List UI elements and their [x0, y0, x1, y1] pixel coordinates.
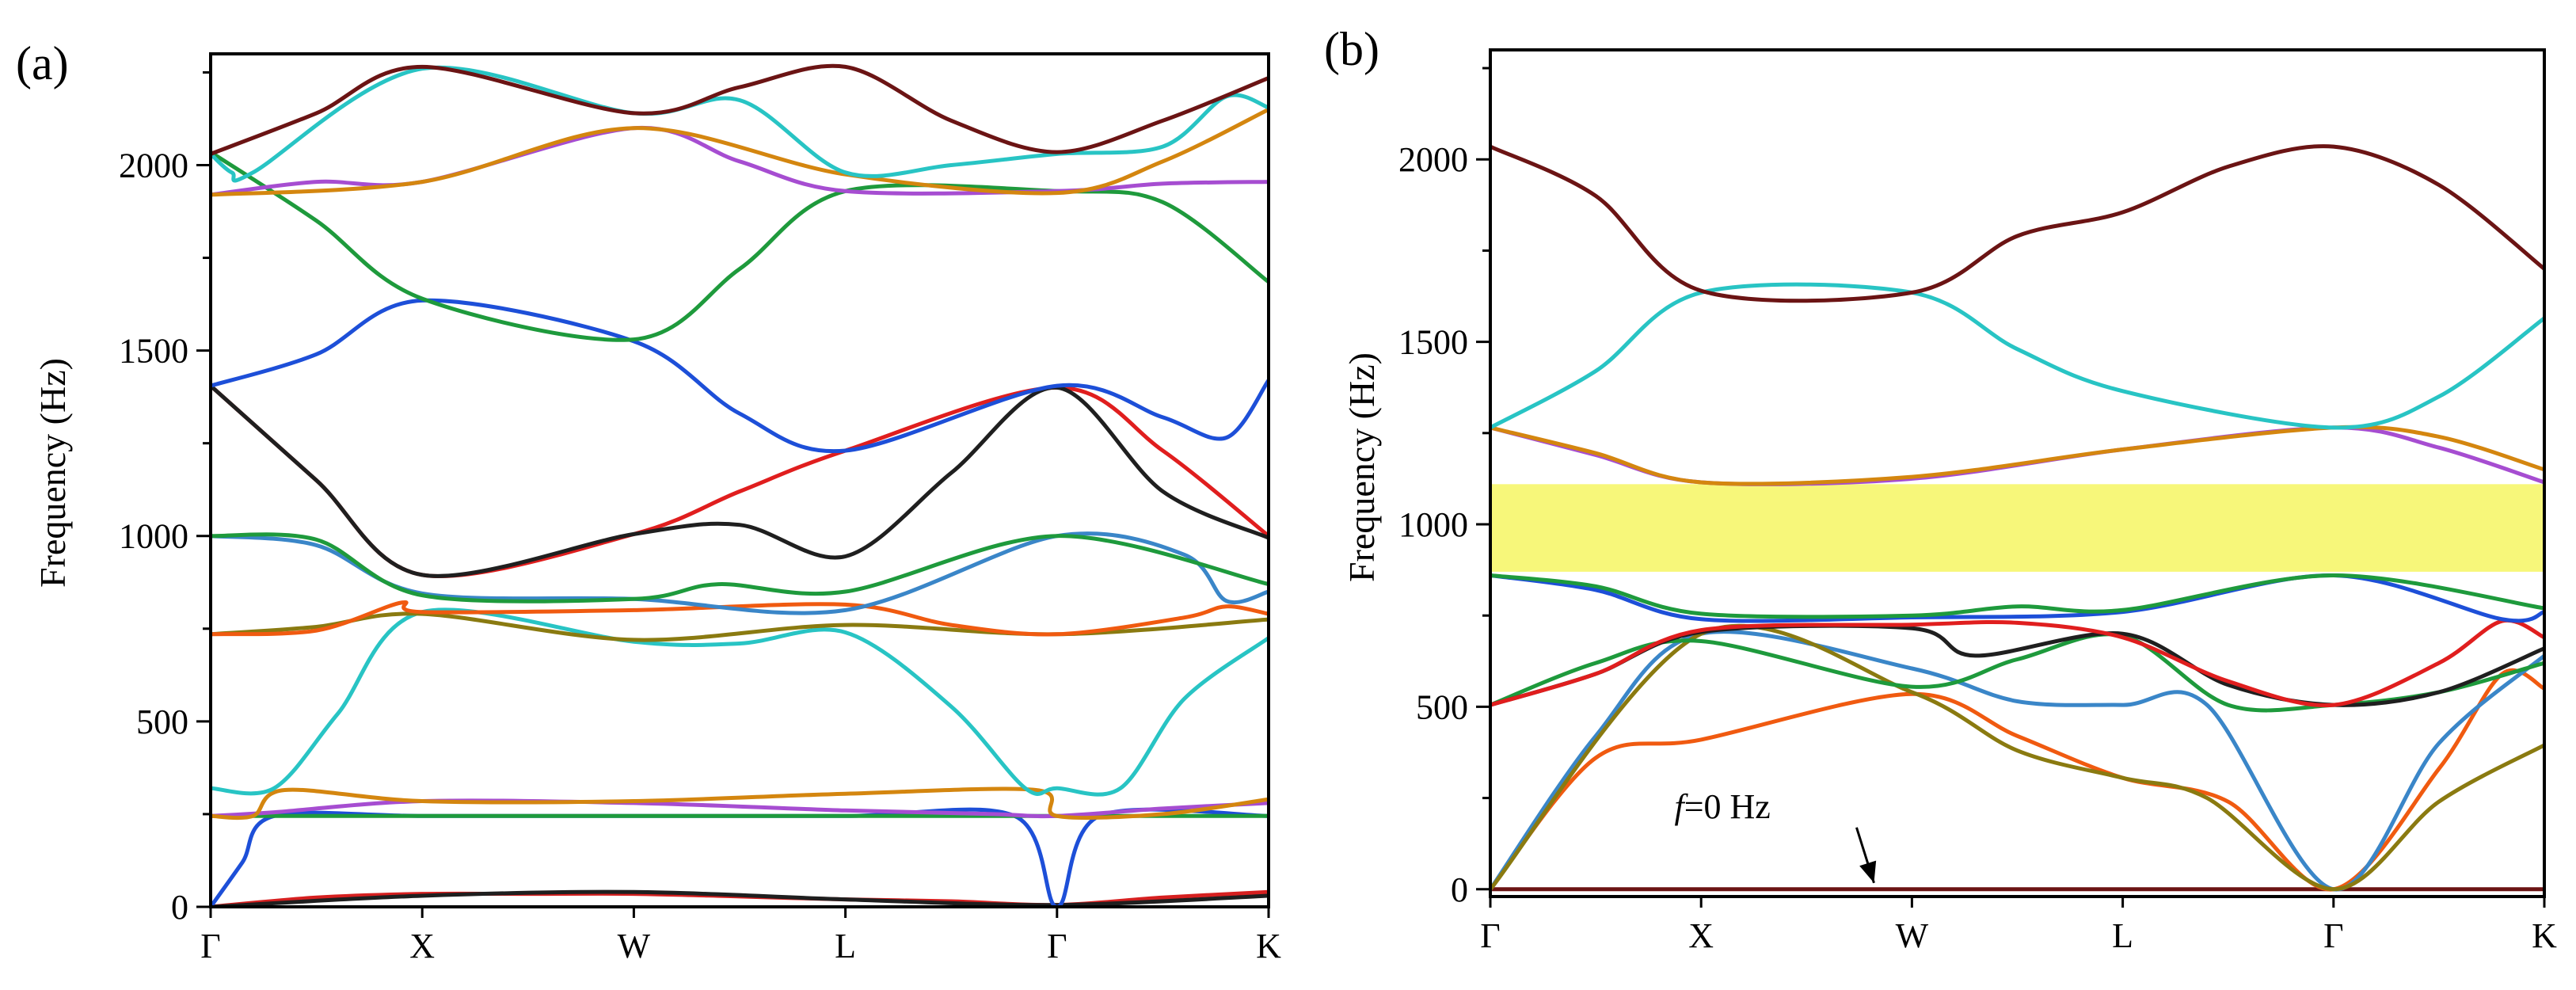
x-tick-label: Γ [1047, 927, 1067, 965]
x-tick-label: W [618, 927, 651, 965]
x-tick-label: X [1688, 916, 1714, 955]
y-tick-label: 1500 [119, 332, 188, 371]
band-line-6 [211, 786, 1269, 821]
x-tick-label: K [2532, 916, 2557, 955]
band-line-16 [211, 125, 1269, 197]
zero-frequency-annotation: f=0 Hz [1674, 787, 1770, 826]
panel-a: (a) Frequency (Hz) 0 500 1000 1500 2000 Γ X W L Γ… [16, 37, 1281, 965]
x-tick-label: Γ [1480, 916, 1500, 955]
x-tick-label: L [835, 927, 856, 965]
x-tick-label: W [1896, 916, 1929, 955]
band-line-10 [211, 531, 1269, 615]
band-line-11 [211, 532, 1269, 604]
band-line-12 [1490, 282, 2544, 430]
band-line-7 [1490, 618, 2544, 708]
band-line-17 [211, 107, 1269, 197]
y-tick-label: 1000 [119, 517, 188, 556]
x-tick-label: L [2112, 916, 2133, 955]
y-tick-label: 500 [1416, 687, 1468, 726]
plot-frame [209, 52, 1270, 908]
panel-a-label: (a) [16, 37, 69, 89]
band-line-9 [211, 600, 1269, 637]
band-line-5 [211, 798, 1269, 819]
x-tick-label: Γ [200, 927, 220, 965]
band-line-11 [1490, 425, 2544, 486]
band-line-15 [211, 150, 1269, 342]
y-tick-label: 1000 [1398, 505, 1468, 544]
band-line-18 [211, 65, 1269, 183]
band-line-3 [211, 807, 1269, 907]
y-tick-label: 2000 [119, 146, 188, 185]
band-line-19 [211, 63, 1269, 156]
band-line-10 [1490, 425, 2544, 486]
band-lines [1490, 144, 2544, 892]
x-tick-label: X [409, 927, 435, 965]
panel-b-y-axis-title: Frequency (Hz) [1341, 352, 1382, 582]
band-line-13 [1490, 144, 2544, 303]
band-line-8 [211, 611, 1269, 642]
panel-b-plot-area: 0 500 1000 1500 2000 Γ X W L Γ Kf=0 Hz [1398, 48, 2557, 955]
x-tick-label: K [1256, 927, 1281, 965]
panel-a-plot-area: 0 500 1000 1500 2000 Γ X W L Γ K [119, 52, 1281, 965]
band-line-13 [211, 383, 1269, 578]
band-line-14 [211, 298, 1269, 454]
band-line-9 [1490, 573, 2544, 619]
band-line-2 [211, 889, 1269, 907]
y-tick-label: 0 [171, 888, 188, 927]
band-line-8 [1490, 573, 2544, 623]
y-tick-label: 0 [1451, 870, 1468, 909]
y-tick-label: 1500 [1398, 323, 1468, 362]
plot-frame [1489, 48, 2546, 898]
band-line-3 [1490, 630, 2544, 892]
band-lines [211, 63, 1269, 907]
band-line-7 [211, 607, 1269, 797]
panel-b-label: (b) [1324, 23, 1379, 75]
panel-a-y-axis-title: Frequency (Hz) [32, 358, 73, 588]
panel-b: (b) Frequency (Hz) 0 500 1000 1500 2000 Γ X W L Γ… [1324, 23, 2557, 955]
band-gap-region [1490, 484, 2544, 572]
y-tick-label: 500 [136, 703, 188, 741]
y-tick-label: 2000 [1398, 140, 1468, 179]
x-tick-label: Γ [2323, 916, 2343, 955]
annotation-arrow-head [1859, 860, 1877, 883]
